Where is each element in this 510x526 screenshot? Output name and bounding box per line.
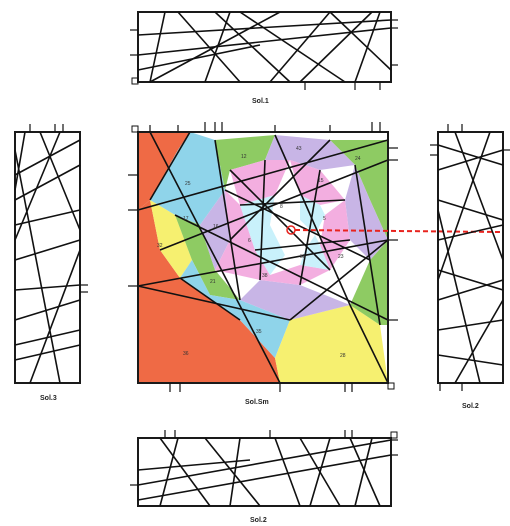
region-label: 5 <box>323 216 326 222</box>
right-caption: Sol.2 <box>462 403 479 410</box>
right-panel: Sol.2 <box>430 124 510 410</box>
region-blue-bottom <box>180 260 290 358</box>
bottom-frame <box>137 437 392 507</box>
right-cut-lines <box>437 131 504 384</box>
region-label: 15 <box>318 178 324 184</box>
region-red-bottomleft <box>138 278 280 383</box>
region-green-top <box>215 135 275 190</box>
region-label: 8 <box>280 204 283 210</box>
region-label: 28 <box>340 353 346 359</box>
bottom-cut-lines <box>137 437 392 507</box>
region-lavender-bottom <box>240 280 350 320</box>
region-label: 23 <box>338 254 344 260</box>
bottom-panel: Sol.2 <box>130 430 398 524</box>
left-panel: Sol.3 <box>14 124 88 402</box>
top-caption: Sol.1 <box>252 98 269 105</box>
top-corner-marker <box>131 77 139 85</box>
center-ticks <box>128 122 398 392</box>
region-label: 35 <box>256 329 262 335</box>
region-label: 21 <box>210 279 216 285</box>
region-label: 17 <box>183 216 189 222</box>
left-frame <box>14 131 81 384</box>
region-yellow-left <box>150 200 192 278</box>
region-labels: 25 12 43 24 17 15 16 8 6 5 32 21 38 38 2… <box>157 146 361 359</box>
region-label: 24 <box>355 156 361 162</box>
center-frame <box>137 131 389 384</box>
region-lightblue-d <box>300 235 330 270</box>
region-pink-c <box>225 190 255 250</box>
bottom-corner-marker <box>390 431 398 439</box>
region-lavender-left <box>200 190 230 270</box>
left-caption: Sol.3 <box>40 395 57 402</box>
region-label: 43 <box>296 146 302 152</box>
center-panel: 25 12 43 24 17 15 16 8 6 5 32 21 38 38 2… <box>128 122 501 406</box>
region-label: 38 <box>300 254 306 260</box>
bottom-caption: Sol.2 <box>250 517 267 524</box>
dashed-red-line <box>294 229 501 233</box>
center-caption: Sol.Sm <box>245 399 269 406</box>
region-label: 36 <box>183 351 189 357</box>
right-frame <box>437 131 504 384</box>
left-cut-lines <box>14 131 81 384</box>
region-green-left <box>175 215 240 300</box>
region-lavender-top <box>265 135 355 170</box>
region-label: 16 <box>213 224 219 230</box>
region-label: 38 <box>262 273 268 279</box>
top-frame <box>137 11 392 83</box>
center-cut-lines <box>137 131 389 384</box>
region-green-right <box>350 240 388 325</box>
corner-marker-tl <box>131 125 139 133</box>
region-red-left <box>138 200 180 286</box>
region-label: 25 <box>185 181 191 187</box>
region-lavender-right <box>345 165 388 260</box>
region-label: 12 <box>241 154 247 160</box>
region-label: 32 <box>157 243 163 249</box>
region-label: 6 <box>248 238 251 244</box>
top-panel: Sol.1 <box>130 11 398 105</box>
top-cut-lines <box>137 11 392 83</box>
region-red-topleft <box>138 132 190 210</box>
corner-marker-br <box>387 382 395 390</box>
